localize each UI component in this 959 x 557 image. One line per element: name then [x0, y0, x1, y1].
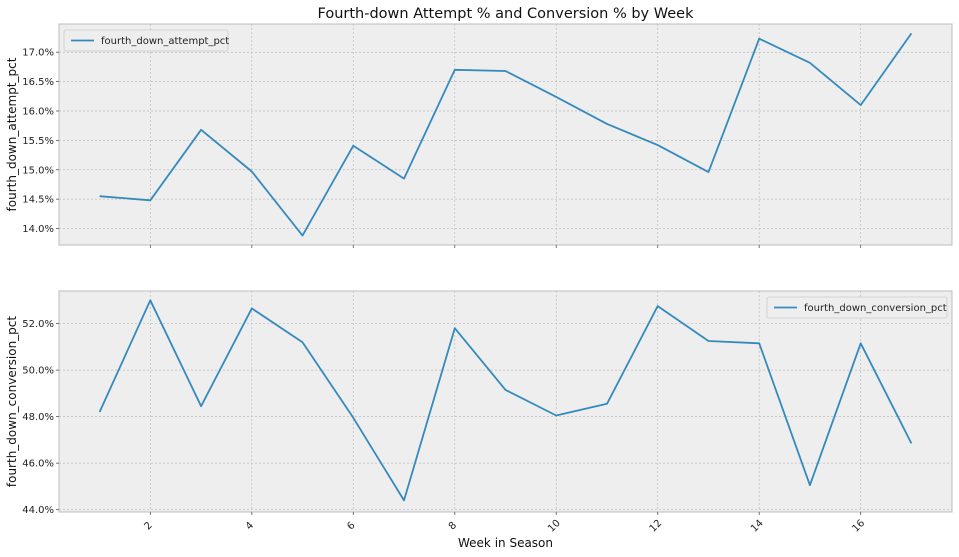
y-tick-label: 16.5% — [22, 77, 54, 88]
x-tick-label: 8 — [447, 520, 459, 532]
series-line — [98, 299, 913, 502]
y-tick-label: 17.0% — [22, 48, 54, 59]
conversion-legend-label: fourth_down_conversion_pct — [804, 303, 947, 314]
attempt-y-axis-label: fourth_down_attempt_pct — [5, 57, 19, 211]
y-tick-label: 15.5% — [22, 136, 54, 147]
conversion-legend-box — [766, 296, 948, 319]
conversion-pct-panel: 44.0% 46.0% 48.0% 50.0% 52.0% fourth_down_co… — [5, 290, 953, 516]
conversion-grid — [59, 291, 952, 512]
series-line — [99, 32, 913, 237]
conversion-panel-background — [58, 290, 953, 513]
y-tick-label: 46.0% — [22, 459, 54, 470]
attempt-legend: fourth_down_attempt_pct — [63, 29, 229, 52]
attempt-y-ticks: 14.0% 14.5% 15.0% 15.5% 16.0% 16.5% 17.0% — [22, 48, 59, 235]
y-tick-label: 16.0% — [22, 106, 54, 117]
x-tick-label: 10 — [546, 518, 563, 535]
y-tick-label: 50.0% — [22, 366, 54, 377]
y-tick-label: 14.0% — [22, 224, 54, 235]
conversion-y-ticks: 44.0% 46.0% 48.0% 50.0% 52.0% — [22, 319, 59, 516]
y-tick-label: 44.0% — [22, 505, 54, 516]
attempt-panel-background — [58, 23, 953, 246]
conversion-legend: fourth_down_conversion_pct — [766, 296, 948, 319]
attempt-legend-label: fourth_down_attempt_pct — [101, 36, 229, 47]
conversion-y-axis-label: fourth_down_conversion_pct — [5, 316, 19, 488]
x-axis-label: Week in Season — [458, 536, 553, 550]
x-tick-label: 4 — [244, 520, 256, 532]
x-tick-label: 6 — [345, 520, 357, 532]
x-tick-label: 2 — [142, 520, 154, 532]
attempt-grid — [59, 24, 952, 245]
y-tick-label: 52.0% — [22, 319, 54, 330]
x-tick-label: 16 — [851, 518, 868, 535]
x-tick-label: 12 — [648, 518, 665, 535]
attempt-series — [99, 32, 913, 237]
conversion-series — [98, 299, 913, 502]
y-tick-label: 48.0% — [22, 412, 54, 423]
chart-title: Fourth-down Attempt % and Conversion % b… — [318, 6, 695, 22]
x-tick-label: 14 — [749, 518, 766, 535]
y-tick-label: 15.0% — [22, 165, 54, 176]
attempt-pct-panel: 14.0% 14.5% 15.0% 15.5% 16.0% 16.5% 17.0% four… — [5, 23, 953, 246]
attempt-legend-box — [63, 29, 229, 52]
y-tick-label: 14.5% — [22, 195, 54, 206]
